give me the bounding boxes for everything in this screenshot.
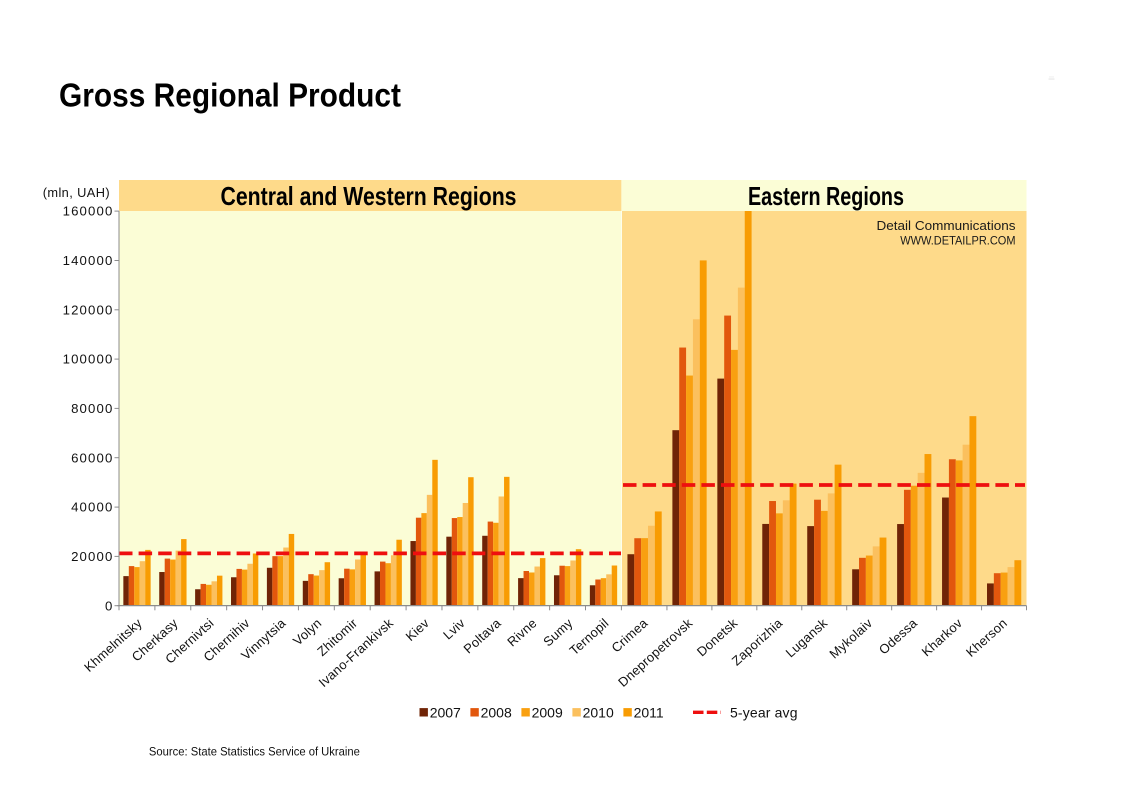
svg-text:2011: 2011 — [634, 704, 664, 720]
svg-text:2008: 2008 — [481, 704, 512, 720]
svg-text:Source: State Statistics Servi: Source: State Statistics Service of Ukra… — [149, 744, 360, 758]
svg-text:120000: 120000 — [63, 302, 114, 317]
svg-text:2010: 2010 — [583, 704, 614, 720]
svg-text:2009: 2009 — [532, 704, 563, 720]
svg-text:40000: 40000 — [71, 500, 113, 515]
svg-text:Gross Regional Product: Gross Regional Product — [59, 78, 401, 115]
svg-text:2007: 2007 — [430, 704, 461, 720]
svg-text:WWW.DETAILPR.COM: WWW.DETAILPR.COM — [900, 235, 1015, 247]
svg-text:60000: 60000 — [71, 450, 113, 465]
svg-text:160000: 160000 — [63, 204, 114, 219]
svg-text:20000: 20000 — [71, 549, 113, 564]
svg-text:140000: 140000 — [63, 253, 114, 268]
svg-text:5-year avg: 5-year avg — [730, 704, 798, 720]
svg-text:Eastern Regions: Eastern Regions — [748, 181, 904, 211]
svg-text:(mln, UAH): (mln, UAH) — [43, 185, 110, 200]
svg-text:0: 0 — [105, 598, 113, 613]
svg-text:100000: 100000 — [63, 352, 114, 367]
svg-text:Detail Communications: Detail Communications — [877, 219, 1016, 233]
svg-text:Central and Western Regions: Central and Western Regions — [221, 181, 517, 211]
svg-text:80000: 80000 — [71, 401, 113, 416]
